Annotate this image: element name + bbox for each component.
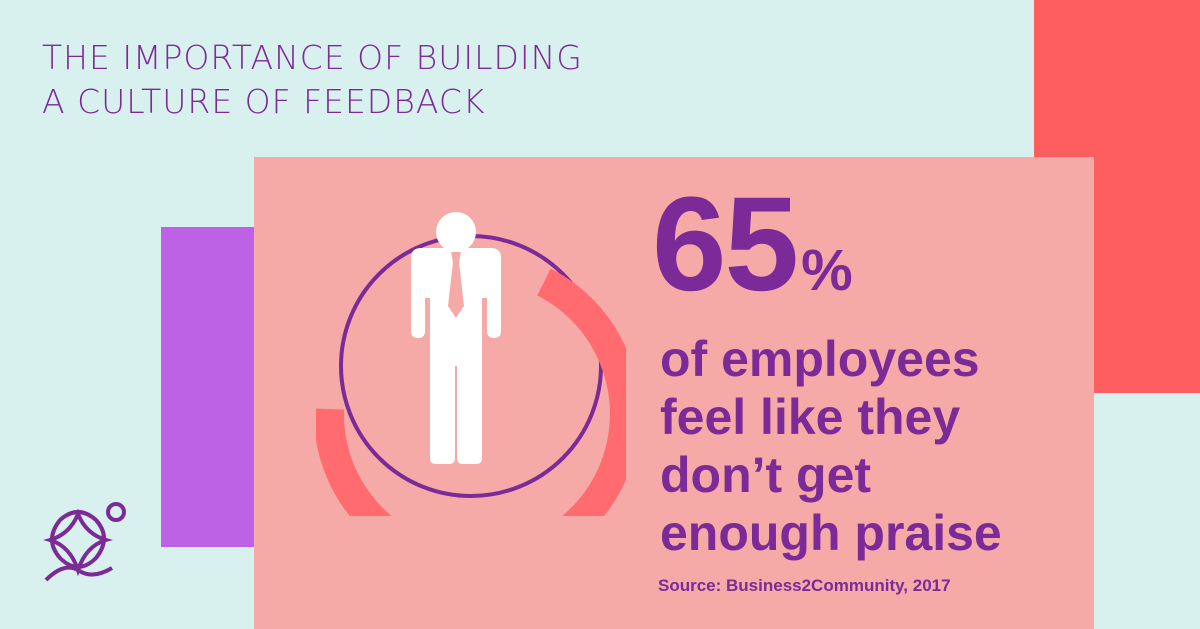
stat-line: enough praise (660, 505, 1002, 561)
stat-card (254, 157, 1094, 629)
stat-line: don’t get (660, 447, 872, 503)
stat-value: 65% (652, 178, 853, 312)
source-citation: Source: Business2Community, 2017 (658, 576, 951, 595)
stat-description: of employees feel like they don’t get en… (660, 330, 1002, 562)
title-line-1: THE IMPORTANCE OF BUILDING (42, 38, 583, 77)
stat-line: feel like they (660, 389, 961, 445)
title-line-2: A CULTURE OF FEEDBACK (42, 82, 486, 121)
businessman-icon (411, 212, 501, 464)
businessman-progress-graphic (316, 212, 626, 516)
stat-number: 65 (652, 170, 799, 319)
decorative-purple-block (161, 227, 257, 547)
stat-line: of employees (660, 331, 980, 387)
page-title: THE IMPORTANCE OF BUILDING A CULTURE OF … (42, 36, 583, 124)
stat-unit: % (801, 238, 853, 303)
progress-ring (316, 268, 626, 516)
star-logo-icon (43, 502, 126, 582)
